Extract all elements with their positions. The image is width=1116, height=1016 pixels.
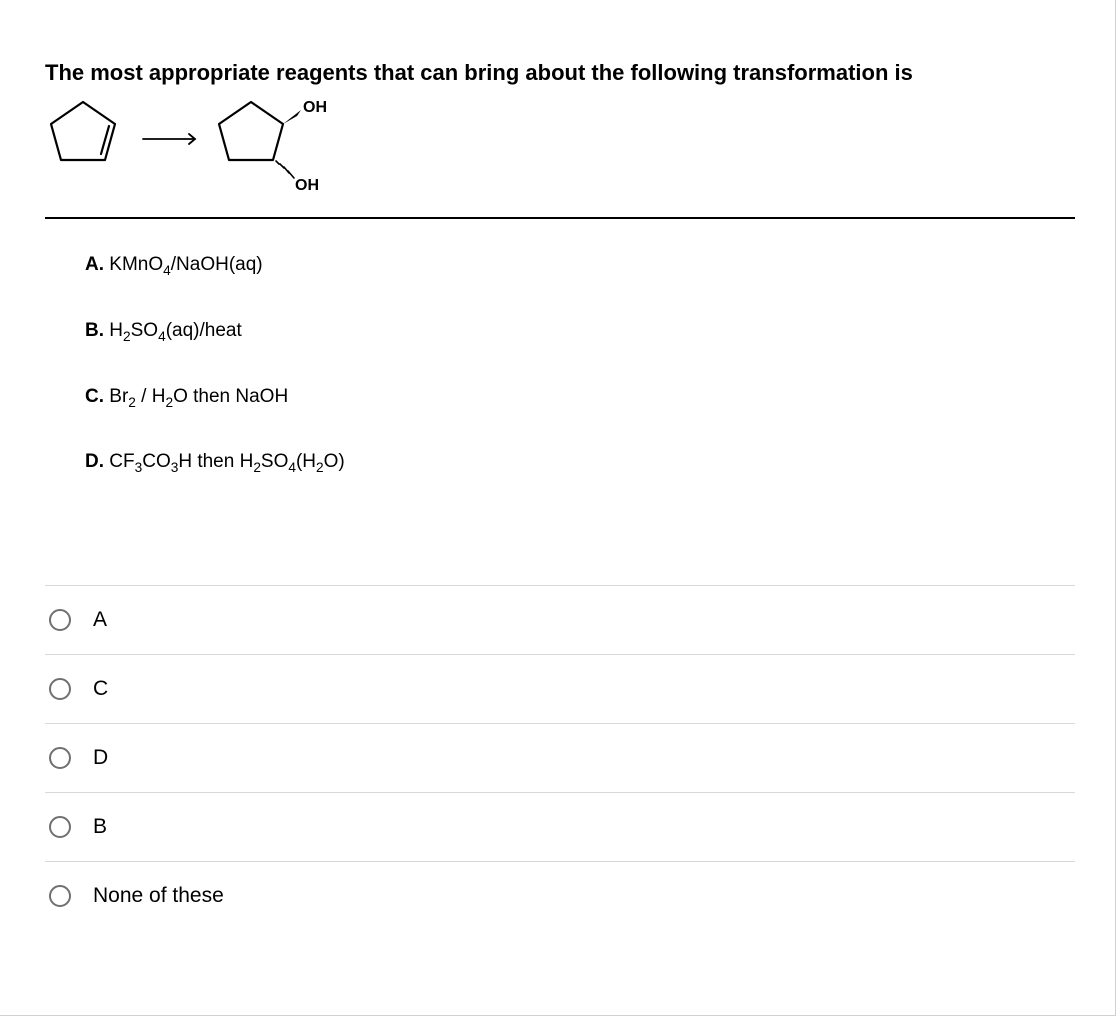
choice-text: Br2 / H2O then NaOH [109,386,288,407]
choice-text: H2SO4(aq)/heat [109,320,241,341]
answer-option-d[interactable]: D [45,724,1075,793]
answer-label: C [93,677,108,701]
answer-option-b[interactable]: B [45,793,1075,862]
answer-label: None of these [93,884,224,908]
radio-icon [49,609,71,631]
reaction-diagram: OH OH [45,94,1075,199]
choice-letter: B. [85,320,104,341]
choice-letter: C. [85,386,104,407]
choice-letter: A. [85,254,104,275]
answer-list: A C D B None of these [45,585,1075,930]
answer-option-c[interactable]: C [45,655,1075,724]
choices-block: A. KMnO4/NaOH(aq) B. H2SO4(aq)/heat C. B… [85,254,1075,475]
answer-label: D [93,746,108,770]
radio-icon [49,885,71,907]
molecule-svg: OH OH [45,94,335,194]
radio-icon [49,816,71,838]
choice-c: C. Br2 / H2O then NaOH [85,386,1075,410]
radio-icon [49,747,71,769]
choice-text: KMnO4/NaOH(aq) [109,254,262,275]
answer-option-none[interactable]: None of these [45,862,1075,930]
oh-label-top: OH [303,99,327,116]
choice-d: D. CF3CO3H then H2SO4(H2O) [85,451,1075,475]
answer-label: A [93,608,107,632]
quiz-page: The most appropriate reagents that can b… [0,0,1116,1016]
radio-icon [49,678,71,700]
choice-a: A. KMnO4/NaOH(aq) [85,254,1075,278]
question-divider [45,217,1075,219]
answer-option-a[interactable]: A [45,586,1075,655]
answer-label: B [93,815,107,839]
oh-label-bottom: OH [295,177,319,194]
choice-text: CF3CO3H then H2SO4(H2O) [109,451,344,472]
choice-b: B. H2SO4(aq)/heat [85,320,1075,344]
choice-letter: D. [85,451,104,472]
question-title: The most appropriate reagents that can b… [45,60,1075,86]
